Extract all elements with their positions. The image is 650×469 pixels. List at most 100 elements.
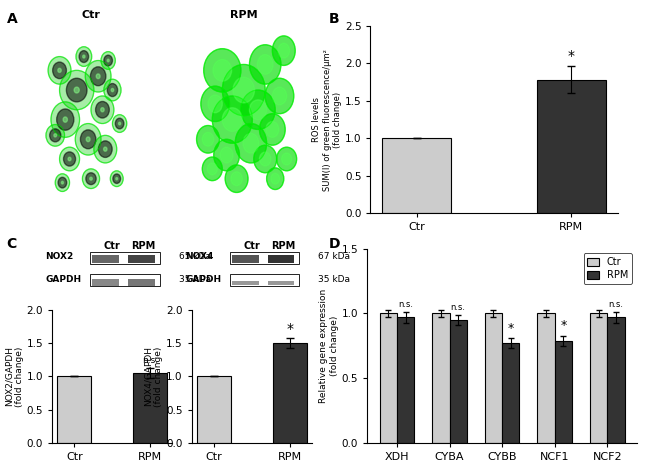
Ellipse shape bbox=[60, 70, 94, 110]
Ellipse shape bbox=[203, 49, 241, 92]
Text: *: * bbox=[286, 322, 293, 336]
Ellipse shape bbox=[79, 51, 88, 62]
FancyBboxPatch shape bbox=[90, 274, 160, 286]
Ellipse shape bbox=[254, 145, 277, 173]
Bar bbox=[485, 313, 502, 443]
Text: NOX2: NOX2 bbox=[46, 252, 73, 261]
Text: 35 kDa: 35 kDa bbox=[179, 275, 211, 284]
Ellipse shape bbox=[111, 89, 114, 91]
Ellipse shape bbox=[220, 147, 233, 163]
Ellipse shape bbox=[53, 62, 66, 79]
Text: B: B bbox=[328, 12, 339, 26]
Ellipse shape bbox=[112, 114, 127, 132]
Ellipse shape bbox=[86, 173, 96, 185]
Ellipse shape bbox=[277, 147, 296, 171]
Bar bbox=[450, 320, 467, 443]
Bar bbox=[590, 313, 607, 443]
Text: A: A bbox=[6, 12, 18, 26]
Ellipse shape bbox=[107, 59, 109, 62]
Text: GAPDH: GAPDH bbox=[46, 275, 82, 284]
Bar bbox=[397, 318, 414, 443]
Ellipse shape bbox=[111, 171, 124, 187]
Bar bbox=[502, 343, 519, 443]
Ellipse shape bbox=[76, 47, 92, 67]
Text: *: * bbox=[560, 319, 567, 332]
Ellipse shape bbox=[225, 165, 248, 192]
FancyBboxPatch shape bbox=[229, 274, 300, 286]
Ellipse shape bbox=[101, 52, 115, 69]
FancyBboxPatch shape bbox=[229, 252, 300, 264]
FancyBboxPatch shape bbox=[232, 281, 259, 285]
Ellipse shape bbox=[250, 45, 281, 84]
Ellipse shape bbox=[90, 177, 92, 180]
Bar bbox=[380, 313, 397, 443]
Ellipse shape bbox=[61, 182, 64, 184]
Title: Ctr: Ctr bbox=[81, 10, 101, 20]
Ellipse shape bbox=[213, 60, 231, 81]
Ellipse shape bbox=[278, 43, 289, 58]
Ellipse shape bbox=[196, 126, 220, 153]
Ellipse shape bbox=[107, 83, 118, 97]
Ellipse shape bbox=[222, 108, 242, 131]
Ellipse shape bbox=[49, 129, 61, 142]
Ellipse shape bbox=[55, 174, 70, 191]
Title: RPM: RPM bbox=[230, 10, 257, 20]
Ellipse shape bbox=[231, 172, 242, 186]
FancyBboxPatch shape bbox=[268, 281, 294, 285]
Ellipse shape bbox=[60, 147, 79, 171]
Ellipse shape bbox=[103, 147, 107, 151]
Ellipse shape bbox=[266, 168, 284, 189]
Ellipse shape bbox=[54, 134, 57, 137]
Ellipse shape bbox=[201, 86, 229, 121]
Ellipse shape bbox=[64, 152, 75, 166]
Ellipse shape bbox=[66, 78, 87, 102]
Ellipse shape bbox=[243, 133, 259, 153]
Ellipse shape bbox=[272, 87, 287, 105]
Ellipse shape bbox=[58, 177, 67, 188]
Ellipse shape bbox=[101, 108, 104, 112]
Ellipse shape bbox=[207, 163, 217, 175]
Bar bbox=[272, 343, 307, 443]
Ellipse shape bbox=[118, 122, 121, 125]
Ellipse shape bbox=[81, 130, 96, 149]
Text: 20 μm: 20 μm bbox=[283, 197, 300, 202]
Ellipse shape bbox=[271, 173, 280, 184]
Ellipse shape bbox=[86, 137, 90, 142]
FancyBboxPatch shape bbox=[232, 255, 259, 263]
Ellipse shape bbox=[57, 109, 74, 130]
Ellipse shape bbox=[94, 136, 117, 163]
Ellipse shape bbox=[116, 177, 118, 180]
FancyBboxPatch shape bbox=[92, 279, 119, 286]
FancyBboxPatch shape bbox=[128, 255, 155, 263]
Text: C: C bbox=[6, 237, 17, 251]
Text: GAPDH: GAPDH bbox=[185, 275, 222, 284]
FancyBboxPatch shape bbox=[128, 279, 155, 286]
Ellipse shape bbox=[208, 95, 222, 113]
Text: 65 kDa: 65 kDa bbox=[179, 252, 211, 261]
Ellipse shape bbox=[96, 101, 109, 118]
Ellipse shape bbox=[104, 79, 121, 101]
Ellipse shape bbox=[202, 157, 222, 181]
Ellipse shape bbox=[58, 68, 61, 72]
Ellipse shape bbox=[265, 78, 294, 113]
Text: 35 kDa: 35 kDa bbox=[318, 275, 350, 284]
Text: D: D bbox=[328, 237, 340, 251]
Ellipse shape bbox=[259, 152, 271, 166]
Ellipse shape bbox=[104, 55, 112, 66]
Bar bbox=[382, 138, 451, 213]
Ellipse shape bbox=[233, 77, 255, 103]
Y-axis label: NOX4/GAPDH
(fold change): NOX4/GAPDH (fold change) bbox=[144, 346, 163, 407]
Text: RPM: RPM bbox=[271, 241, 296, 250]
Ellipse shape bbox=[266, 121, 279, 137]
Bar bbox=[197, 376, 231, 443]
Ellipse shape bbox=[85, 61, 111, 92]
Ellipse shape bbox=[96, 74, 100, 79]
Ellipse shape bbox=[98, 141, 112, 158]
Legend: Ctr, RPM: Ctr, RPM bbox=[584, 253, 632, 284]
Ellipse shape bbox=[202, 132, 214, 146]
Bar bbox=[554, 340, 572, 443]
Text: n.s.: n.s. bbox=[142, 356, 158, 365]
Text: n.s.: n.s. bbox=[608, 300, 623, 309]
Text: RPM: RPM bbox=[131, 241, 156, 250]
Text: Ctr: Ctr bbox=[103, 241, 120, 250]
